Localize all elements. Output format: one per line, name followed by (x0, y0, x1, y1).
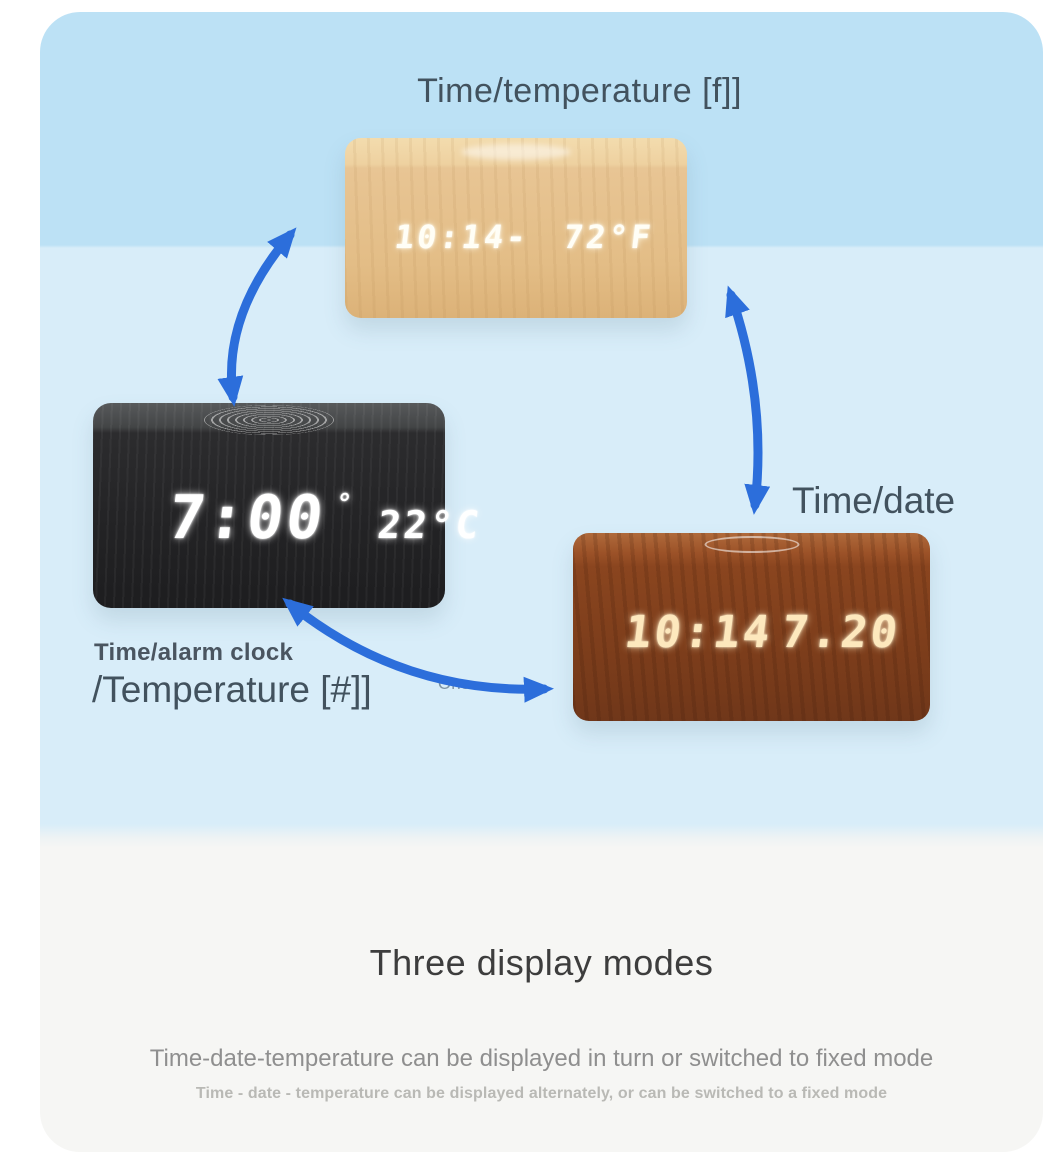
time-readout: 7:00 (164, 483, 330, 553)
clock-black-wood: 7:00 ° 22°C (93, 403, 485, 608)
temperature-readout: 72°F (561, 218, 656, 256)
arrow-note-text: One (438, 674, 471, 693)
temperature-readout: 22°C (375, 503, 485, 547)
led-display: 10:14 7.20 (573, 607, 930, 658)
clock-brown-wood: 10:14 7.20 (573, 533, 930, 721)
product-infographic-card: Time/temperature [f]] Time/date Time/ala… (40, 12, 1043, 1152)
cycle-arrow-left-icon (217, 227, 297, 407)
mode-label-temperature: /Temperature [#]] (92, 669, 372, 710)
clock-light-wood: 10:14- 72°F (345, 138, 687, 318)
mode-label-time-alarm: Time/alarm clock (94, 639, 294, 666)
date-readout: 7.20 (778, 607, 904, 658)
led-display: 10:14- 72°F (345, 218, 687, 256)
alarm-indicator-dot: ° (333, 489, 356, 519)
time-readout: 10:14- (392, 218, 531, 256)
wireless-charging-icon (704, 536, 799, 553)
description-secondary: Time - date - temperature can be display… (195, 1085, 888, 1102)
time-readout: 10:14 (621, 607, 776, 658)
wireless-charging-icon (461, 144, 571, 160)
charging-coil-icon (204, 405, 334, 435)
section-title: Three display modes (369, 942, 714, 983)
led-display: 7:00 ° 22°C (93, 483, 485, 553)
mode-label-time-date: Time/date (792, 480, 956, 521)
cycle-arrow-right-icon (725, 285, 771, 515)
mode-label-time-temperature: Time/temperature [f]] (417, 72, 742, 110)
description-primary: Time-date-temperature can be displayed i… (149, 1045, 934, 1072)
